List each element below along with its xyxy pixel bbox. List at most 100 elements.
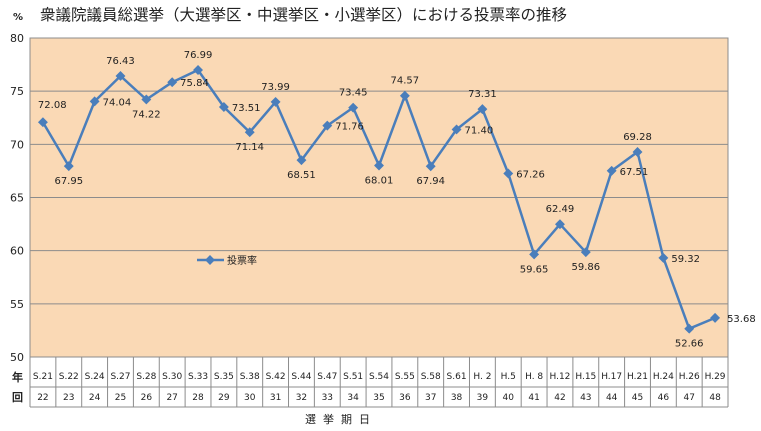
legend: 投票率 — [197, 254, 257, 267]
round-label: 31 — [270, 393, 281, 403]
series-line-group — [37, 65, 721, 334]
round-label: 44 — [606, 393, 618, 403]
round-label: 34 — [347, 393, 359, 403]
x-tick-label: S.24 — [85, 372, 105, 382]
row-header-year: 年 — [12, 370, 23, 384]
round-label: 23 — [63, 393, 74, 403]
y-tick-label: 75 — [10, 85, 24, 98]
x-tick-label: S.55 — [395, 372, 415, 382]
x-tick-label: H.21 — [627, 372, 648, 382]
x-tick-label: H.24 — [653, 372, 674, 382]
data-label: 74.04 — [103, 97, 132, 108]
unit-label: % — [13, 12, 23, 23]
round-label: 42 — [554, 393, 565, 403]
round-label: 36 — [399, 393, 411, 403]
data-point — [141, 94, 152, 105]
data-point — [374, 160, 384, 171]
data-point — [451, 124, 462, 135]
data-label: 73.51 — [232, 103, 261, 114]
data-label: 71.76 — [335, 122, 364, 133]
round-label: 45 — [632, 393, 643, 403]
data-label: 74.22 — [132, 109, 161, 120]
y-tick-label: 80 — [10, 32, 24, 45]
round-label: 43 — [580, 393, 591, 403]
chart-title: 衆議院議員総選挙（大選挙区・中選挙区・小選挙区）における投票率の推移 — [40, 5, 567, 24]
data-label: 68.51 — [287, 170, 316, 181]
data-point — [710, 312, 721, 323]
x-tick-label: H. 2 — [473, 372, 491, 382]
data-point — [658, 252, 669, 263]
data-label: 75.84 — [180, 78, 209, 89]
data-label: 67.94 — [416, 176, 445, 187]
data-label: 74.57 — [391, 76, 420, 87]
y-axis: 50 55 60 65 70 75 80 — [10, 32, 24, 364]
data-point — [425, 161, 436, 172]
round-label: 39 — [477, 393, 489, 403]
x-tick-label: S.21 — [33, 372, 53, 382]
round-label: 33 — [322, 393, 333, 403]
data-label: 69.28 — [623, 132, 652, 143]
x-tick-label: S.28 — [136, 372, 156, 382]
y-tick-label: 50 — [10, 351, 24, 364]
x-tick-label: S.54 — [369, 372, 389, 382]
round-label: 37 — [425, 393, 436, 403]
data-label: 62.49 — [546, 204, 575, 215]
round-label: 26 — [141, 393, 153, 403]
data-point — [684, 323, 695, 334]
data-label: 72.08 — [38, 100, 67, 111]
data-point — [606, 165, 617, 176]
data-label: 73.99 — [261, 82, 290, 93]
data-point — [529, 249, 540, 260]
legend-label: 投票率 — [227, 254, 257, 267]
x-tick-label: H.5 — [501, 372, 516, 382]
x-tick-label: S.51 — [343, 372, 363, 382]
data-point — [193, 65, 203, 75]
x-tick-label: H.26 — [679, 372, 700, 382]
data-label: 67.26 — [516, 169, 545, 180]
y-tick-label: 60 — [10, 245, 24, 258]
x-tick-label: S.30 — [162, 372, 182, 382]
round-label: 46 — [658, 393, 670, 403]
data-point — [89, 96, 100, 107]
data-label: 76.99 — [184, 50, 213, 61]
x-tick-label: H.17 — [601, 372, 622, 382]
data-label: 67.95 — [54, 176, 83, 187]
y-tick-label: 55 — [10, 298, 24, 311]
x-tick-label: S.38 — [240, 372, 260, 382]
category-table: S.21 22 S.22 23 S.24 24 S.27 25 S.28 26 S.30 27 S.33… — [29, 357, 729, 408]
round-label: 47 — [683, 393, 694, 403]
x-tick-label: H.15 — [575, 372, 596, 382]
row-header-round: 回 — [12, 390, 23, 404]
x-tick-label: S.27 — [110, 372, 130, 382]
data-point — [555, 219, 565, 230]
round-label: 38 — [451, 393, 463, 403]
data-label: 59.65 — [520, 264, 549, 275]
data-label: 68.01 — [365, 175, 394, 186]
data-label: 59.86 — [571, 262, 600, 273]
round-label: 32 — [296, 393, 307, 403]
data-point — [632, 147, 643, 157]
data-point — [115, 71, 126, 81]
round-label: 28 — [192, 393, 204, 403]
data-labels: 72.08 67.95 74.04 76.43 74.22 75.84 76.99 73.51… — [38, 50, 756, 350]
data-label: 52.66 — [675, 339, 704, 350]
data-point — [296, 155, 307, 166]
x-tick-label: H.29 — [705, 372, 726, 382]
data-label: 59.32 — [671, 254, 700, 265]
x-tick-label: S.61 — [447, 372, 467, 382]
round-label: 48 — [709, 393, 721, 403]
round-label: 22 — [37, 393, 48, 403]
x-tick-label: H.12 — [549, 372, 570, 382]
data-point — [580, 247, 591, 258]
x-tick-label: S.58 — [421, 372, 441, 382]
data-point — [244, 127, 255, 138]
data-label: 71.14 — [235, 142, 264, 153]
data-label: 53.68 — [727, 314, 756, 325]
data-point — [37, 117, 48, 128]
data-label: 67.51 — [620, 167, 649, 178]
data-label: 71.40 — [465, 125, 494, 136]
x-tick-label: S.22 — [59, 372, 79, 382]
data-point — [503, 168, 514, 179]
y-tick-label: 70 — [10, 138, 24, 151]
data-point — [167, 77, 178, 88]
